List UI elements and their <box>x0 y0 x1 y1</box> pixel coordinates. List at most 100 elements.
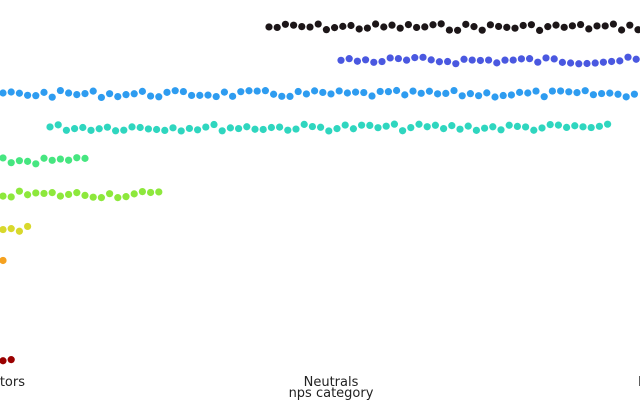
point-score-8 <box>237 88 245 96</box>
point-score-9 <box>526 55 534 63</box>
point-score-7 <box>177 127 185 135</box>
point-score-7 <box>128 123 136 131</box>
point-score-10 <box>363 24 371 32</box>
point-score-7 <box>284 126 292 134</box>
point-score-10 <box>568 22 577 30</box>
point-score-5 <box>32 189 40 197</box>
x-tick-promoters: P <box>638 375 640 390</box>
point-score-7 <box>358 121 366 129</box>
point-score-7 <box>538 124 546 132</box>
point-score-8 <box>573 89 581 97</box>
point-score-7 <box>202 123 210 131</box>
point-score-7 <box>505 121 513 129</box>
point-score-8 <box>425 87 433 95</box>
point-score-10 <box>306 23 314 31</box>
point-score-7 <box>390 120 398 128</box>
point-score-9 <box>624 53 632 61</box>
point-score-9 <box>534 58 542 66</box>
point-score-9 <box>452 60 460 68</box>
point-score-6 <box>32 160 40 168</box>
point-score-9 <box>501 56 509 64</box>
point-score-10 <box>421 23 429 31</box>
point-score-8 <box>65 89 73 97</box>
point-score-8 <box>434 90 442 98</box>
point-score-5 <box>81 191 89 199</box>
point-score-9 <box>468 56 476 64</box>
point-score-7 <box>382 122 390 130</box>
point-score-7 <box>276 123 284 131</box>
point-score-10 <box>519 21 527 30</box>
point-score-8 <box>376 87 384 96</box>
point-score-9 <box>370 58 378 66</box>
point-score-10 <box>347 21 355 30</box>
point-score-8 <box>417 89 425 97</box>
point-score-10 <box>527 21 536 29</box>
point-score-8 <box>589 91 598 99</box>
point-score-8 <box>7 88 15 96</box>
point-score-8 <box>204 91 212 99</box>
point-score-8 <box>48 93 56 101</box>
point-score-10 <box>462 20 470 28</box>
point-score-7 <box>341 121 349 129</box>
point-score-9 <box>599 58 608 66</box>
point-score-7 <box>472 126 480 134</box>
point-score-8 <box>220 88 228 96</box>
point-score-7 <box>300 120 308 128</box>
point-score-5 <box>65 190 73 199</box>
point-score-9 <box>575 60 583 68</box>
point-score-9 <box>345 55 353 63</box>
point-score-9 <box>567 59 575 67</box>
point-score-8 <box>179 87 187 96</box>
point-score-5 <box>147 188 155 197</box>
point-score-8 <box>311 87 319 95</box>
point-score-10 <box>281 20 289 28</box>
point-score-7 <box>325 127 333 135</box>
point-score-5 <box>24 191 32 199</box>
point-score-8 <box>548 87 557 95</box>
point-score-9 <box>608 57 616 66</box>
point-score-7 <box>571 122 579 130</box>
point-score-10 <box>372 20 380 28</box>
point-score-10 <box>445 26 453 34</box>
point-score-8 <box>458 92 466 100</box>
point-score-5 <box>48 189 56 197</box>
point-score-7 <box>530 126 538 134</box>
point-score-7 <box>333 125 341 133</box>
point-score-10 <box>470 23 478 31</box>
x-tick-detractors: tors <box>0 375 25 390</box>
point-score-8 <box>294 87 302 96</box>
point-score-7 <box>317 123 325 131</box>
point-score-8 <box>393 86 401 95</box>
point-score-8 <box>245 87 253 95</box>
point-score-10 <box>585 25 593 33</box>
point-score-9 <box>411 54 419 62</box>
point-score-7 <box>481 124 489 132</box>
point-score-6 <box>40 154 48 162</box>
point-score-8 <box>360 88 368 97</box>
point-score-8 <box>212 92 220 101</box>
point-score-7 <box>407 124 415 132</box>
point-score-7 <box>87 126 95 134</box>
point-score-4 <box>24 222 32 231</box>
point-score-8 <box>130 90 138 98</box>
point-score-7 <box>210 120 218 129</box>
point-score-7 <box>431 121 439 129</box>
point-score-7 <box>267 123 275 132</box>
x-tick-neutrals: Neutrals <box>304 375 359 390</box>
point-score-7 <box>71 125 79 133</box>
point-score-5 <box>155 188 163 196</box>
point-score-10 <box>544 23 552 31</box>
point-score-7 <box>595 122 604 130</box>
point-score-3 <box>0 256 7 265</box>
point-score-10 <box>331 24 339 32</box>
point-score-7 <box>194 126 202 134</box>
point-score-8 <box>163 88 171 96</box>
point-score-10 <box>413 23 421 32</box>
point-score-7 <box>349 125 357 133</box>
point-score-8 <box>614 90 622 98</box>
point-score-6 <box>65 156 73 164</box>
point-score-9 <box>493 59 501 67</box>
point-score-7 <box>243 123 251 131</box>
point-score-9 <box>337 56 345 64</box>
